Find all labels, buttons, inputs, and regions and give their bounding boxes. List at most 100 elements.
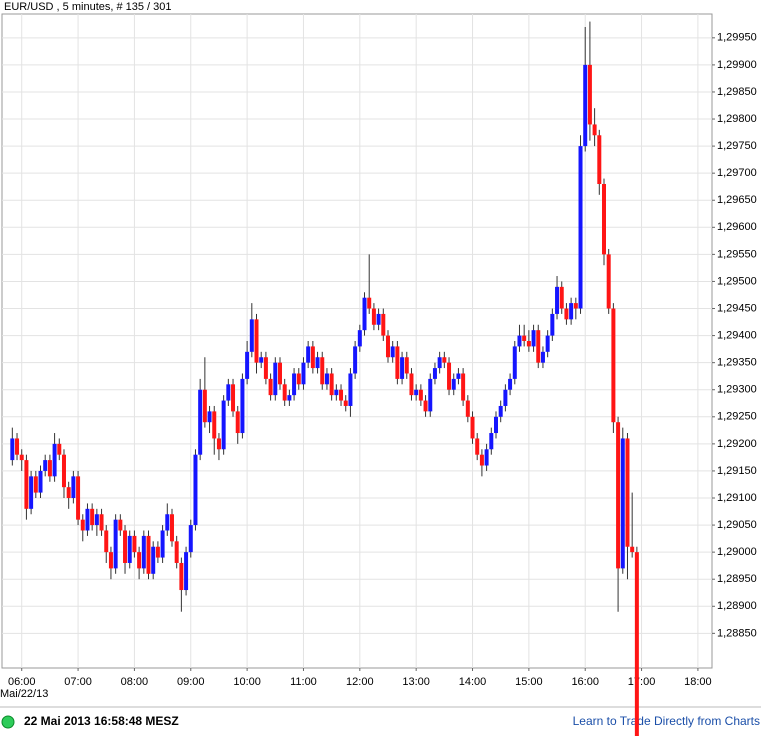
candle-body [94, 514, 99, 526]
candle-body [207, 411, 212, 423]
candle-body [531, 330, 536, 347]
x-tick-label: 06:00 [8, 676, 36, 688]
candle-body [465, 400, 470, 417]
x-tick-label: 17:00 [628, 676, 656, 688]
candle-body [235, 411, 240, 434]
y-tick-label: 1,29250 [717, 411, 757, 423]
candle-body [24, 460, 29, 509]
candle-body [141, 535, 146, 569]
y-tick-label: 1,28850 [717, 627, 757, 639]
status-time: 22 Mai 2013 16:58:48 MESZ [24, 714, 179, 728]
candle-body [104, 530, 109, 553]
candle-body [29, 476, 34, 509]
y-tick-label: 1,29800 [717, 113, 757, 125]
candle-body [451, 378, 456, 390]
candle-body [381, 313, 386, 336]
candle-body [216, 438, 221, 450]
candle-body [559, 286, 564, 309]
candle-body [601, 183, 606, 255]
candle-body [376, 313, 381, 325]
candle-body [226, 384, 231, 401]
candle-body [301, 362, 306, 385]
candle-body [99, 514, 104, 531]
candle-body [315, 357, 320, 369]
y-tick-label: 1,29050 [717, 519, 757, 531]
candle-body [611, 308, 616, 423]
candle-body [263, 357, 268, 379]
y-tick-label: 1,29100 [717, 492, 757, 504]
candle-body [123, 530, 128, 563]
x-tick-label: 10:00 [233, 676, 261, 688]
candle-body [357, 330, 362, 347]
candle-body [555, 286, 560, 314]
candle-body [259, 357, 264, 363]
candle-body [587, 64, 592, 125]
candle-body [221, 400, 226, 450]
candle-body [339, 389, 344, 401]
candle-body [470, 416, 475, 439]
candle-body [71, 476, 76, 499]
candle-body [437, 357, 442, 369]
candle-body [249, 319, 254, 352]
candle-body [38, 470, 43, 493]
y-tick-label: 1,29900 [717, 59, 757, 71]
candle-body [240, 378, 245, 434]
candle-body [146, 535, 151, 574]
candle-body [362, 297, 367, 331]
candle-body [475, 438, 480, 455]
y-tick-label: 1,28900 [717, 600, 757, 612]
y-tick-label: 1,29850 [717, 86, 757, 98]
candle-body [630, 546, 635, 553]
candle-body [447, 362, 452, 390]
candle-body [348, 373, 353, 406]
candle-body [583, 64, 588, 147]
candle-body [310, 346, 315, 369]
candle-body [329, 373, 334, 396]
candle-body [414, 389, 419, 396]
candle-body [184, 552, 189, 591]
candle-body [634, 552, 639, 741]
candle-body [174, 541, 179, 563]
candle-body [254, 319, 259, 363]
trade-link[interactable]: Learn to Trade Directly from Charts [573, 714, 760, 728]
candle-body [113, 519, 118, 569]
candle-body [324, 373, 329, 385]
candle-body [127, 535, 132, 563]
y-tick-label: 1,29300 [717, 384, 757, 396]
candle-body [367, 297, 372, 309]
y-tick-label: 1,29550 [717, 248, 757, 260]
candle-body [137, 552, 142, 569]
candle-body [80, 519, 85, 531]
candle-body [343, 400, 348, 406]
candle-body [573, 303, 578, 309]
candle-body [277, 362, 282, 385]
y-tick-label: 1,29450 [717, 302, 757, 314]
candle-body [498, 405, 503, 417]
candle-body [273, 362, 278, 396]
candle-body [245, 351, 250, 379]
candle-body [118, 519, 123, 531]
candle-body [442, 357, 447, 363]
candle-body [489, 433, 494, 450]
x-tick-label: 07:00 [64, 676, 92, 688]
candle-body [165, 514, 170, 531]
candle-body [512, 346, 517, 379]
candle-body [569, 303, 574, 320]
candle-body [461, 373, 466, 401]
candle-body [10, 438, 15, 461]
candle-body [268, 378, 273, 396]
candle-body [160, 530, 165, 558]
candle-body [493, 416, 498, 434]
candle-body [202, 389, 207, 423]
candle-body [578, 146, 583, 309]
x-tick-label: 11:00 [290, 676, 317, 688]
x-tick-label: 16:00 [571, 676, 599, 688]
candle-body [43, 460, 48, 471]
y-tick-label: 1,29150 [717, 465, 757, 477]
candle-body [76, 476, 81, 520]
status-light [1, 715, 15, 729]
candle-body [597, 135, 602, 184]
candle-body [508, 378, 513, 390]
y-tick-label: 1,29700 [717, 167, 757, 179]
